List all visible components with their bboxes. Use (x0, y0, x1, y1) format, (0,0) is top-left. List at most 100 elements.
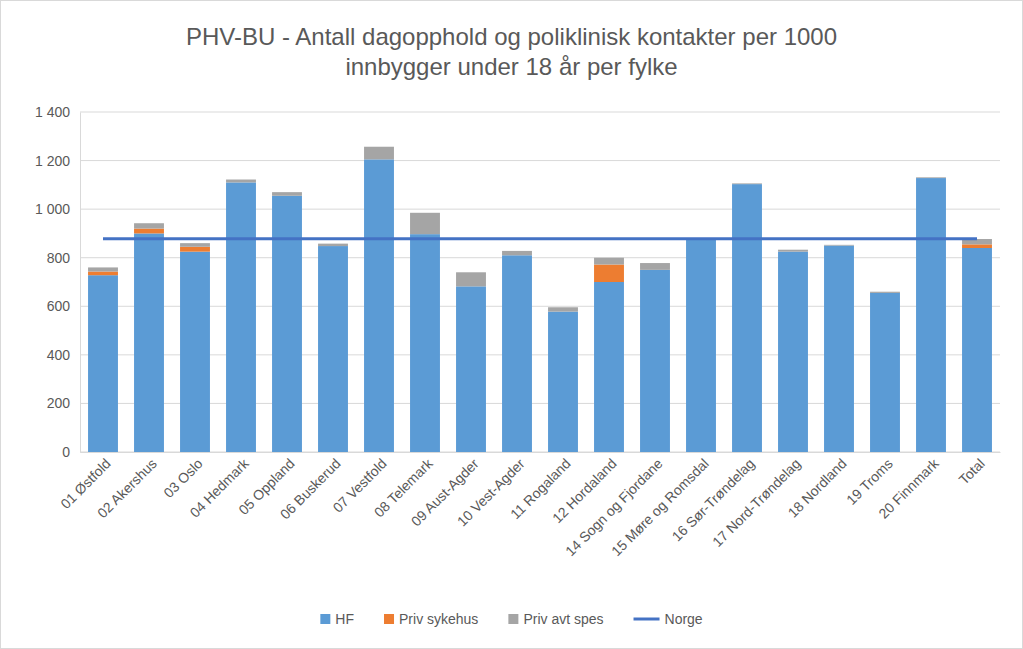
bar (824, 244, 854, 246)
y-tick: 0 (62, 444, 80, 460)
x-tick: 17 Nord-Trøndelag (709, 452, 804, 550)
bar (870, 292, 900, 293)
bar (916, 178, 946, 452)
y-tick-label: 1 200 (35, 153, 70, 169)
x-tick-label: 03 Oslo (160, 455, 206, 501)
y-tick-label: 600 (47, 298, 71, 314)
y-tick-label: 800 (47, 250, 71, 266)
bar (594, 265, 624, 282)
bar (134, 229, 164, 234)
bar (410, 213, 440, 234)
bar (88, 275, 118, 452)
legend-item: HF (320, 611, 354, 627)
bar (916, 177, 946, 179)
bar (732, 184, 762, 452)
grid-line (80, 403, 1000, 404)
y-tick: 400 (47, 347, 80, 363)
x-tick-label: 20 Finnmark (875, 455, 942, 522)
bar (180, 252, 210, 452)
bar (640, 270, 670, 452)
bar (88, 267, 118, 271)
bar (364, 159, 394, 452)
y-tick-label: 0 (62, 444, 70, 460)
bar (180, 243, 210, 247)
x-tick-label: 06 Buskerud (277, 455, 344, 522)
bar (548, 307, 578, 311)
plot-area (88, 147, 992, 452)
bar (732, 183, 762, 185)
legend-swatch (634, 618, 660, 621)
bar (226, 180, 256, 183)
x-tick: 03 Oslo (160, 452, 206, 501)
x-axis-line (81, 452, 1001, 453)
bar (824, 246, 854, 452)
title-line: PHV-BU - Antall dagopphold og poliklinis… (186, 23, 837, 50)
bar (318, 244, 348, 246)
grid-line (80, 306, 1000, 307)
bar (962, 248, 992, 452)
grid-line (80, 354, 1000, 355)
bar (870, 293, 900, 452)
y-tick: 1 200 (35, 153, 80, 169)
bar (778, 252, 808, 452)
bar (456, 286, 486, 452)
y-tick-label: 400 (47, 347, 71, 363)
grid-line (80, 112, 1000, 113)
bar (916, 178, 946, 179)
bar (778, 250, 808, 252)
bar (88, 272, 118, 276)
bar (962, 244, 992, 248)
y-tick: 600 (47, 298, 80, 314)
x-tick-label: 18 Nordland (784, 455, 849, 520)
title: PHV-BU - Antall dagopphold og poliklinis… (186, 23, 837, 80)
bar (502, 251, 532, 255)
x-tick-label: 17 Nord-Trøndelag (709, 455, 804, 550)
x-tick: 06 Buskerud (277, 452, 344, 522)
bar-series (88, 159, 992, 452)
legend-label: HF (335, 611, 354, 627)
bar-series (88, 147, 992, 312)
bar (134, 223, 164, 228)
legend-swatch (508, 614, 518, 624)
y-tick: 1 000 (35, 201, 80, 217)
bar (180, 247, 210, 252)
grid-line (80, 452, 1000, 453)
legend-item: Priv avt spes (508, 611, 603, 627)
bar (732, 184, 762, 185)
bar (594, 258, 624, 265)
bar (226, 182, 256, 452)
bar (824, 245, 854, 246)
bar (502, 255, 532, 452)
y-tick: 800 (47, 250, 80, 266)
x-tick: 18 Nordland (784, 452, 849, 521)
bar (594, 282, 624, 452)
bar (640, 263, 670, 270)
legend: HFPriv sykehusPriv avt spesNorge (320, 611, 703, 627)
grid-line (80, 160, 1000, 161)
bar (686, 239, 716, 452)
y-axis-line (80, 113, 81, 453)
x-tick-label: 16 Sør-Trøndelag (669, 455, 758, 544)
chart: PHV-BU - Antall dagopphold og poliklinis… (0, 0, 1023, 649)
legend-label: Norge (665, 611, 703, 627)
x-tick: 16 Sør-Trøndelag (669, 452, 758, 544)
x-axis: 01 Østfold02 Akershus03 Oslo04 Hedmark05… (57, 452, 1000, 559)
x-tick-label: Total (956, 455, 988, 487)
y-tick-label: 1 000 (35, 201, 70, 217)
bar (272, 192, 302, 196)
x-tick: Total (956, 452, 988, 488)
y-tick: 1 400 (35, 104, 80, 120)
y-tick: 200 (47, 395, 80, 411)
x-tick-label: 02 Akershus (94, 455, 160, 521)
bar (364, 147, 394, 160)
bar (410, 234, 440, 452)
grid (80, 112, 1000, 452)
bar (456, 272, 486, 286)
bar (318, 246, 348, 452)
y-tick-label: 200 (47, 395, 71, 411)
y-tick-label: 1 400 (35, 104, 70, 120)
bar-series (88, 229, 992, 282)
bar (134, 233, 164, 452)
bar (272, 196, 302, 452)
bar (548, 312, 578, 452)
